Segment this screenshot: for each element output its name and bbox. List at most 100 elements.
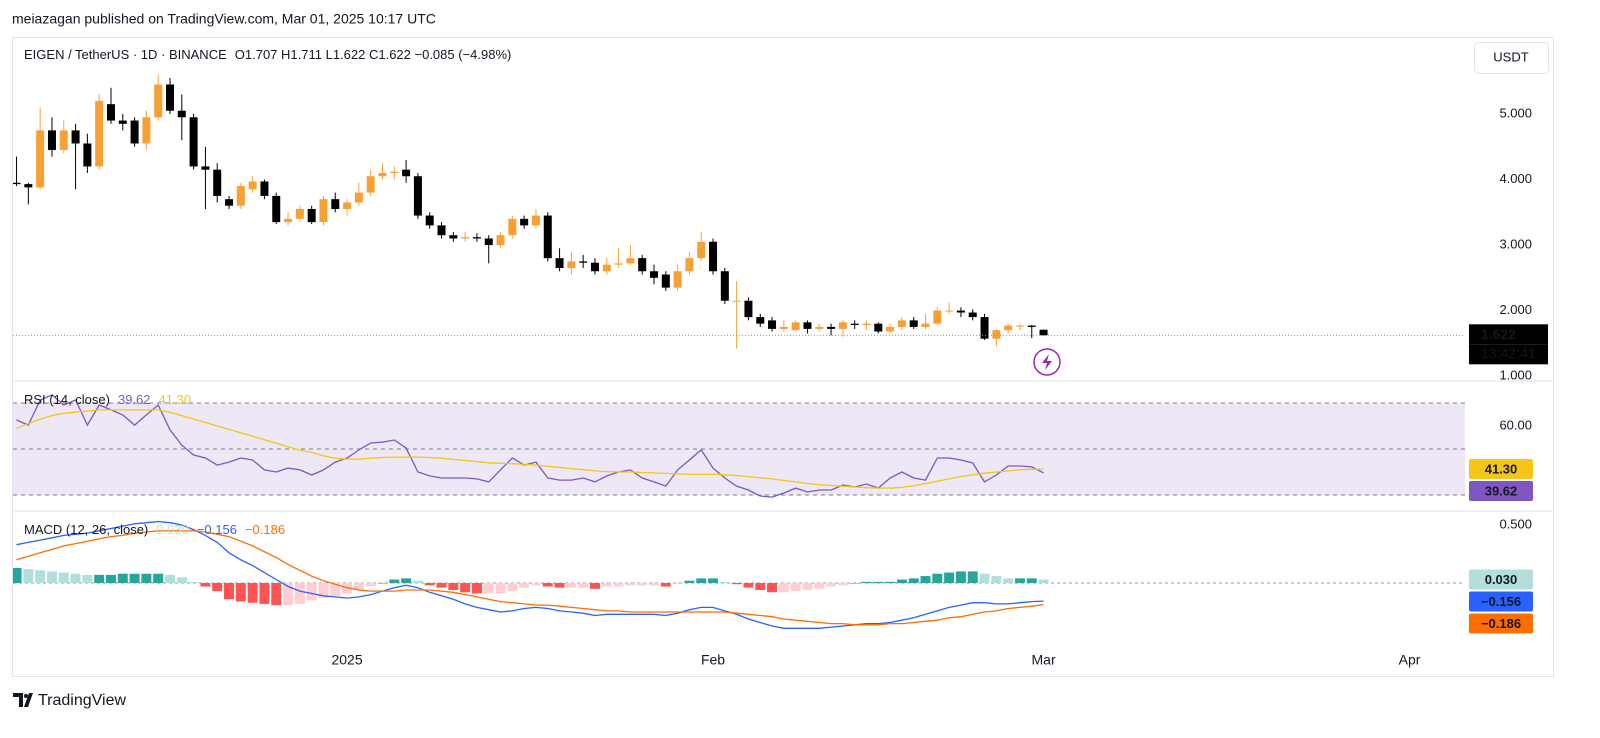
candle-body bbox=[756, 317, 765, 324]
ohlc-values: O1.707 H1.711 L1.622 C1.622 −0.085 (−4.9… bbox=[235, 47, 512, 62]
histogram-bar bbox=[224, 583, 235, 600]
candle-body bbox=[697, 241, 706, 259]
candle-body bbox=[980, 317, 989, 339]
scale-badge bbox=[1469, 569, 1533, 590]
candle-body bbox=[661, 274, 670, 288]
histogram-bar bbox=[271, 583, 282, 606]
last-price-label: 1.622 bbox=[1481, 326, 1516, 342]
histogram-bar bbox=[885, 581, 896, 584]
histogram-bar bbox=[637, 583, 648, 586]
candle-body bbox=[213, 169, 222, 196]
histogram-bar bbox=[401, 578, 412, 584]
scale-badge bbox=[1469, 459, 1533, 480]
candle-body bbox=[886, 326, 895, 332]
icon-bolt bbox=[1042, 354, 1052, 370]
pane-legend: MACD (12, 26, close) 0.030 −0.156 −0.186 bbox=[24, 522, 285, 537]
candle-body bbox=[520, 218, 529, 226]
histogram-bar bbox=[141, 573, 152, 584]
chart-frame bbox=[12, 37, 1554, 677]
candle-body bbox=[815, 326, 824, 329]
histogram-bar bbox=[743, 583, 754, 588]
scale-badge-label: −0.156 bbox=[1481, 594, 1521, 609]
histogram-bar bbox=[23, 569, 34, 584]
currency-button[interactable] bbox=[1474, 42, 1549, 74]
candle-body bbox=[744, 300, 753, 318]
pane-plot bbox=[13, 520, 1465, 629]
candle-body bbox=[720, 271, 729, 301]
candle-body bbox=[177, 110, 186, 118]
histogram-bar bbox=[306, 583, 317, 601]
pane-title: RSI (14, close) bbox=[24, 392, 110, 407]
candle-body bbox=[1015, 325, 1024, 327]
legend-value: 39.62 bbox=[118, 392, 151, 407]
histogram-bar bbox=[967, 571, 978, 584]
candle-body bbox=[555, 258, 564, 268]
y-tick-label: 5.000 bbox=[1499, 105, 1532, 120]
candle-body bbox=[390, 171, 399, 173]
candle-body bbox=[472, 237, 481, 239]
candle-body bbox=[36, 130, 45, 188]
histogram-bar bbox=[259, 583, 270, 604]
candle-body bbox=[496, 235, 505, 246]
histogram-bar bbox=[908, 578, 919, 584]
legend-value: −0.156 bbox=[197, 522, 237, 537]
candle-body bbox=[484, 238, 493, 246]
histogram-bar bbox=[377, 583, 388, 584]
candle-body bbox=[437, 225, 446, 236]
histogram-bar bbox=[165, 574, 176, 584]
histogram-bar bbox=[1038, 579, 1049, 584]
histogram-bar bbox=[436, 583, 447, 588]
lightning-icon[interactable] bbox=[1033, 348, 1061, 376]
candle-body bbox=[118, 120, 127, 124]
scale-badge bbox=[1469, 613, 1533, 634]
histogram-bar bbox=[1026, 578, 1037, 584]
histogram-bar bbox=[649, 583, 660, 586]
histogram-bar bbox=[13, 567, 22, 584]
candle-body bbox=[461, 237, 470, 239]
y-tick-label: 1.000 bbox=[1499, 368, 1532, 383]
candle-body bbox=[791, 322, 800, 331]
histogram-bar bbox=[471, 583, 482, 594]
candle-body bbox=[508, 218, 517, 236]
x-tick-label: Mar bbox=[1032, 652, 1056, 668]
histogram-bar bbox=[578, 583, 589, 588]
candle-body bbox=[47, 130, 56, 151]
countdown-label: 13:42:41 bbox=[1481, 345, 1536, 361]
candle-body bbox=[154, 84, 163, 118]
currency-label[interactable]: USDT bbox=[1493, 49, 1528, 64]
candle-body bbox=[378, 172, 387, 177]
histogram-bar bbox=[944, 572, 955, 584]
histogram-bar bbox=[991, 576, 1002, 584]
histogram-bar bbox=[613, 583, 624, 587]
y-tick-label: 4.000 bbox=[1499, 171, 1532, 186]
candle-body bbox=[732, 300, 741, 302]
candle-body bbox=[862, 323, 871, 325]
candle-body bbox=[166, 84, 175, 111]
histogram-bar bbox=[767, 583, 778, 593]
y-tick-label: 3.000 bbox=[1499, 236, 1532, 251]
histogram-bar bbox=[684, 580, 695, 584]
histogram-bar bbox=[790, 583, 801, 592]
candle-body bbox=[142, 117, 151, 144]
histogram-bar bbox=[235, 583, 246, 602]
pane-plot bbox=[13, 74, 1048, 349]
histogram-bar bbox=[283, 583, 294, 606]
histogram-bar bbox=[979, 573, 990, 584]
scale-badge-label: 39.62 bbox=[1485, 483, 1518, 498]
histogram-bar bbox=[247, 583, 258, 603]
histogram-bar bbox=[483, 583, 494, 594]
scale-badge-label: 0.030 bbox=[1485, 572, 1518, 587]
candle-body bbox=[897, 320, 906, 327]
histogram-bar bbox=[802, 583, 813, 590]
logo-dot bbox=[24, 694, 28, 698]
x-tick-label: Apr bbox=[1399, 652, 1421, 668]
candle-body bbox=[331, 199, 340, 209]
candle-body bbox=[1004, 325, 1013, 331]
publisher-line: meiazagan published on TradingView.com, … bbox=[12, 11, 436, 27]
histogram-bar bbox=[460, 583, 471, 593]
histogram-bar bbox=[719, 581, 730, 584]
candle-body bbox=[956, 310, 965, 313]
indicator-line bbox=[16, 530, 1044, 626]
